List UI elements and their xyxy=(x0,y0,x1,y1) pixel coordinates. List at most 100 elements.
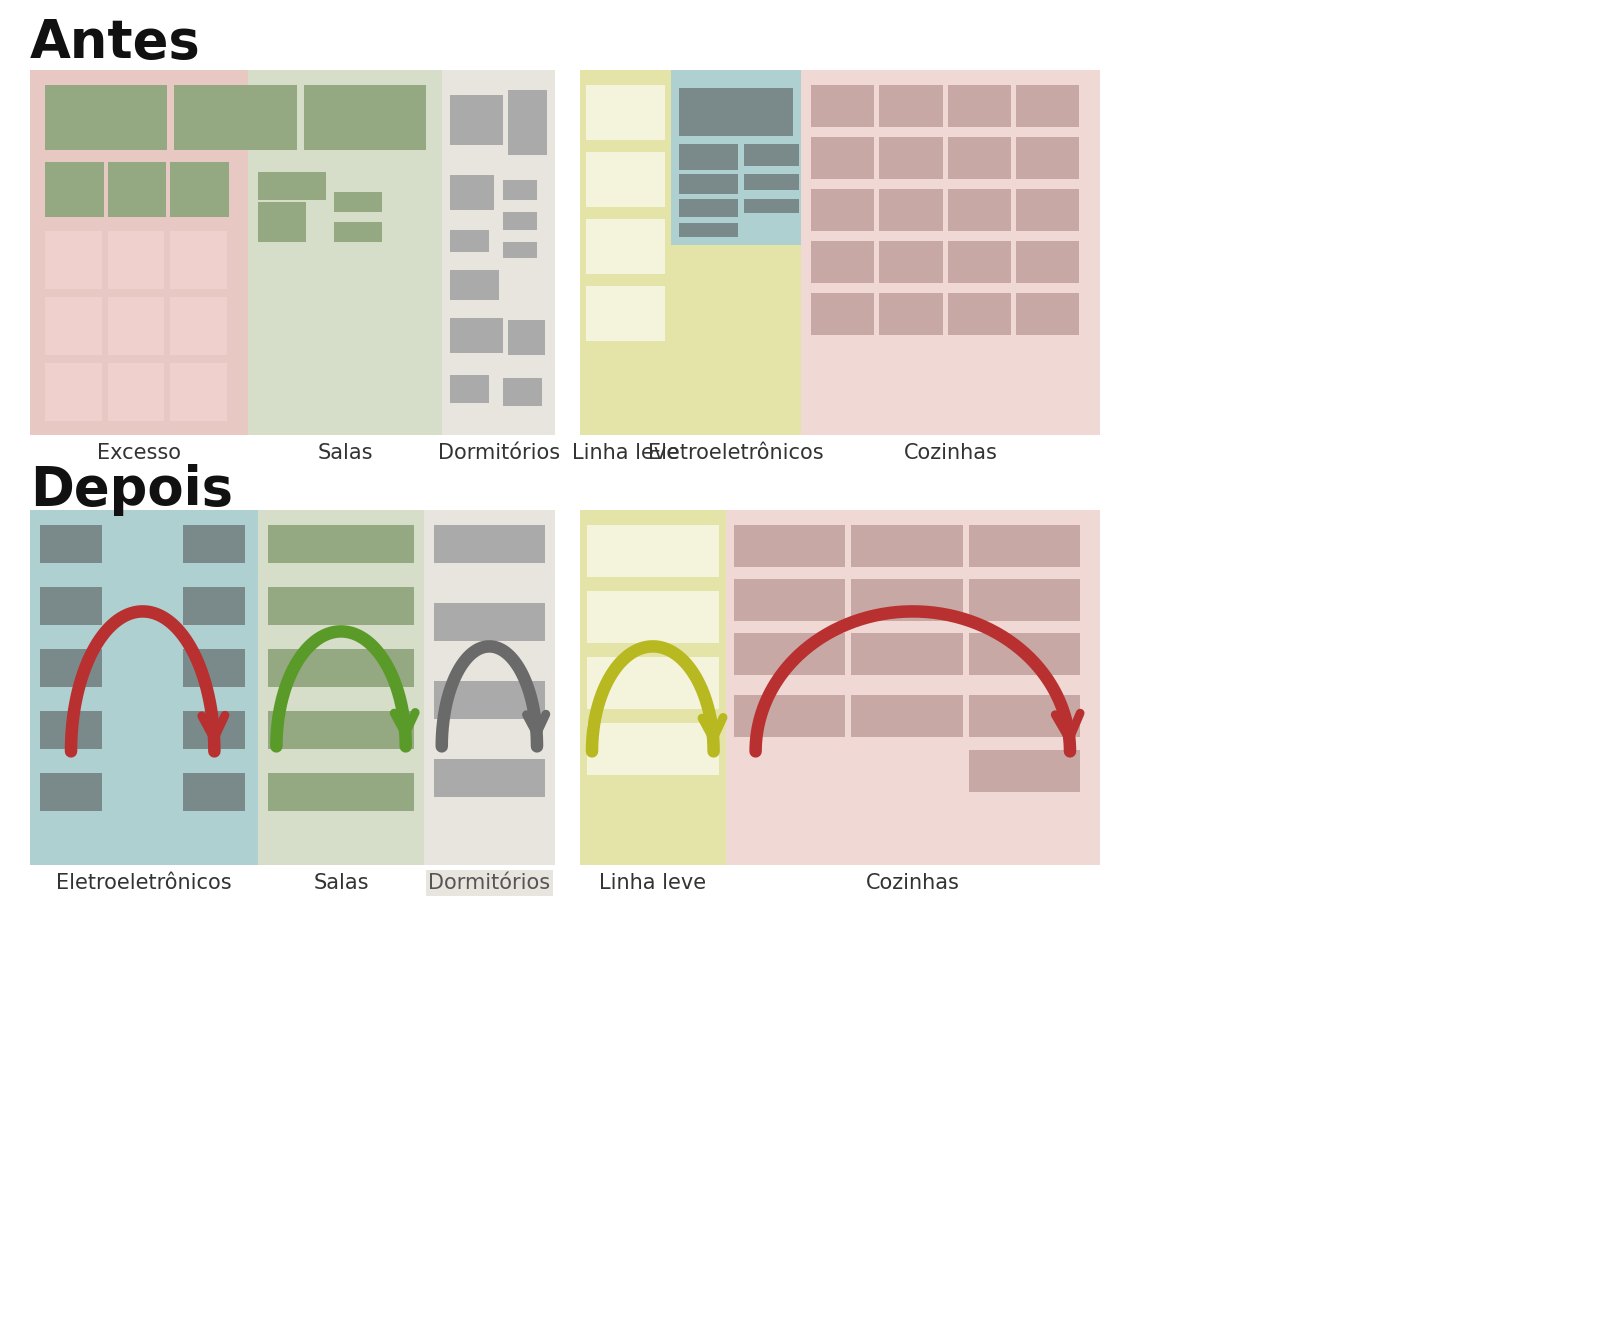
Text: Antes: Antes xyxy=(30,17,200,69)
Bar xyxy=(40,649,102,687)
Bar xyxy=(851,578,963,621)
Bar xyxy=(947,188,1011,231)
Bar xyxy=(586,152,666,207)
Bar xyxy=(811,138,874,179)
Bar xyxy=(744,199,798,212)
Bar xyxy=(184,711,245,749)
Bar xyxy=(851,525,963,566)
Bar xyxy=(968,525,1080,566)
Bar xyxy=(434,681,546,719)
Bar xyxy=(880,188,942,231)
Bar xyxy=(184,774,245,811)
Text: Linha leve: Linha leve xyxy=(600,872,706,892)
Bar xyxy=(258,202,307,242)
Bar xyxy=(968,749,1080,792)
Bar xyxy=(880,240,942,283)
Bar xyxy=(851,695,963,737)
Bar xyxy=(968,633,1080,675)
Text: Cozinhas: Cozinhas xyxy=(866,872,960,892)
Bar xyxy=(678,174,738,194)
Bar xyxy=(811,293,874,335)
Bar xyxy=(434,525,546,562)
Bar xyxy=(1016,240,1078,283)
Bar xyxy=(880,293,942,335)
Bar xyxy=(45,231,102,289)
Bar xyxy=(174,86,296,150)
Text: Eletroeletrônicos: Eletroeletrônicos xyxy=(648,444,824,464)
Bar xyxy=(678,144,738,170)
Bar xyxy=(40,711,102,749)
Bar xyxy=(802,69,1101,436)
Bar xyxy=(678,223,738,236)
Bar xyxy=(450,175,494,210)
Bar xyxy=(509,321,546,355)
Bar xyxy=(107,363,165,421)
Bar xyxy=(504,378,542,406)
Bar xyxy=(450,270,499,301)
Bar xyxy=(504,212,538,230)
Bar xyxy=(587,591,718,643)
Bar xyxy=(587,525,718,577)
Bar xyxy=(170,297,227,355)
Bar xyxy=(45,297,102,355)
Bar xyxy=(258,510,424,864)
Bar xyxy=(184,587,245,625)
Bar xyxy=(1016,188,1078,231)
Bar xyxy=(170,363,227,421)
Text: Linha leve: Linha leve xyxy=(571,444,678,464)
Bar xyxy=(30,510,258,864)
Bar xyxy=(579,510,726,864)
Bar xyxy=(726,510,1101,864)
Bar xyxy=(45,162,104,216)
Bar xyxy=(269,525,414,562)
Bar xyxy=(968,695,1080,737)
Bar xyxy=(450,230,490,253)
Bar xyxy=(1016,86,1078,127)
Text: Salas: Salas xyxy=(314,872,370,892)
Bar xyxy=(947,86,1011,127)
Bar xyxy=(107,162,166,216)
Text: Excesso: Excesso xyxy=(98,444,181,464)
Bar xyxy=(258,172,326,200)
Bar xyxy=(184,649,245,687)
Bar xyxy=(40,525,102,562)
Bar xyxy=(30,69,248,436)
Bar xyxy=(880,138,942,179)
Bar xyxy=(670,69,802,436)
Bar xyxy=(678,88,794,136)
Bar xyxy=(504,242,538,258)
Bar xyxy=(968,578,1080,621)
Text: Dormitórios: Dormitórios xyxy=(437,444,560,464)
Bar xyxy=(184,525,245,562)
Bar xyxy=(947,293,1011,335)
Bar xyxy=(269,711,414,749)
Bar xyxy=(670,246,802,436)
Bar xyxy=(434,759,546,798)
Text: Depois: Depois xyxy=(30,464,234,516)
Bar xyxy=(509,90,547,155)
Bar xyxy=(579,69,670,436)
Bar xyxy=(587,723,718,775)
Bar xyxy=(30,69,555,436)
Bar xyxy=(450,318,504,353)
Bar xyxy=(504,180,538,200)
Bar xyxy=(170,162,229,216)
Bar xyxy=(45,363,102,421)
Bar xyxy=(678,199,738,216)
Bar xyxy=(1016,293,1078,335)
Text: Eletroeletrônicos: Eletroeletrônicos xyxy=(56,872,232,892)
Bar xyxy=(107,231,165,289)
Bar xyxy=(744,174,798,190)
Bar xyxy=(851,633,963,675)
Bar xyxy=(40,774,102,811)
Bar xyxy=(434,603,546,641)
Bar xyxy=(587,657,718,709)
Bar xyxy=(1016,138,1078,179)
Bar xyxy=(442,69,555,436)
Bar xyxy=(947,138,1011,179)
Bar xyxy=(450,375,490,403)
Bar xyxy=(269,649,414,687)
Bar xyxy=(170,231,227,289)
Text: Salas: Salas xyxy=(317,444,373,464)
Bar xyxy=(107,297,165,355)
